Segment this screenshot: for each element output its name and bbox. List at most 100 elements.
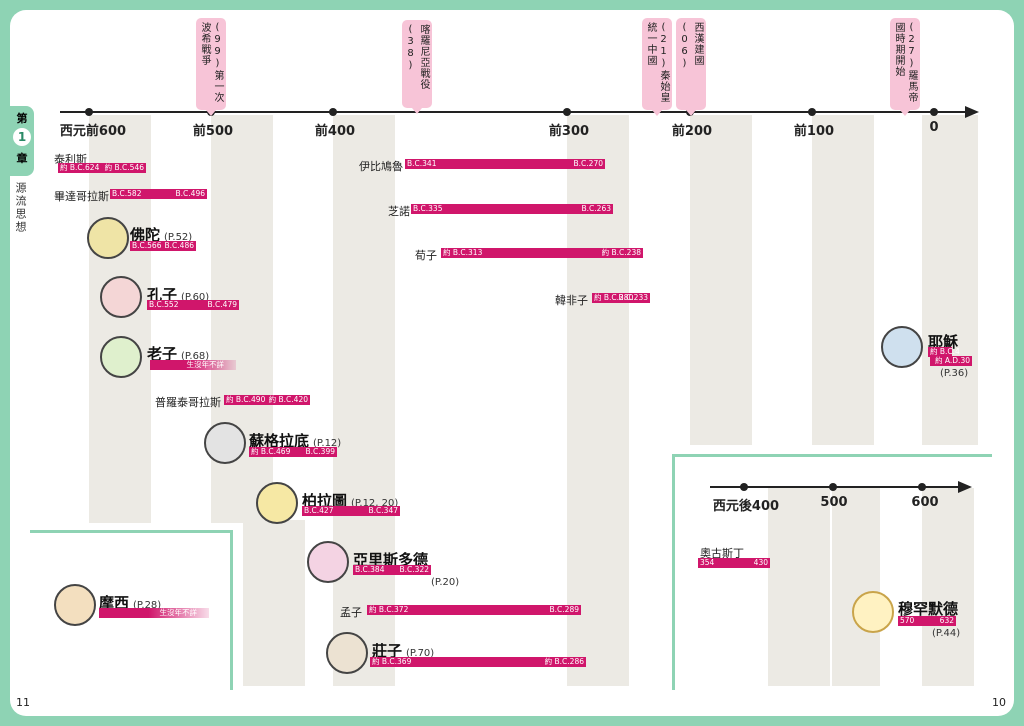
era-column	[768, 488, 830, 686]
person-name: 穆罕默德	[898, 600, 959, 618]
page-ref: (P.36)	[940, 368, 969, 379]
chapter-tab[interactable]: 第 1 章	[10, 106, 34, 176]
tick-label: 前300	[548, 124, 590, 139]
frame-line	[230, 530, 233, 690]
lifespan-bar: B.C.582 B.C.496	[110, 189, 207, 199]
avatar-buddha	[87, 217, 129, 259]
avatar-socrates	[204, 422, 246, 464]
timeline-arrow-icon	[965, 106, 979, 118]
era-column	[832, 488, 880, 686]
book-spread: 第 1 章 源流思想 西元前600 前500 前400 前300 前200 前1…	[10, 10, 1014, 716]
event-label: 羅馬帝國時期開始	[893, 22, 917, 103]
timeline-axis	[60, 111, 968, 113]
event-number: (06)	[679, 22, 690, 70]
avatar-laozi	[100, 336, 142, 378]
era-column	[812, 115, 874, 445]
bar-start: 約 B.C.369	[372, 657, 412, 666]
page-ref: (P.60)	[181, 292, 210, 303]
lifespan-bar: 約 B.C.624 約 B.C.546	[58, 163, 146, 173]
page-ref: (P.52)	[164, 232, 193, 243]
bar-end: B.C.289	[549, 605, 579, 614]
tick-dot	[329, 108, 337, 116]
tick-dot	[85, 108, 93, 116]
bar-start: 生沒年不詳	[186, 360, 225, 369]
bar-end: B.C.263	[581, 204, 611, 213]
event-tag: (27)羅馬帝國時期開始	[890, 18, 920, 116]
era-column	[690, 115, 752, 445]
bar-end: B.C.496	[175, 189, 205, 198]
person-name: 荀子	[415, 249, 437, 262]
bar-end: B.C.347	[368, 506, 398, 515]
avatar-confucius	[100, 276, 142, 318]
avatar-moses	[54, 584, 96, 626]
bar-start: 約 B.C.313	[443, 248, 483, 257]
page-ref: (P.44)	[932, 628, 961, 639]
person-name: 柏拉圖 (P.12, 20)	[302, 492, 399, 510]
lifespan-bar: 生沒年不詳	[99, 608, 209, 618]
bar-end: B.C.486	[164, 241, 194, 250]
tick-dot	[918, 483, 926, 491]
bar-start: B.C.582	[112, 189, 142, 198]
tick-dot	[563, 108, 571, 116]
page-ref: (P.12, 20)	[351, 498, 399, 509]
bar-end: 430	[753, 558, 768, 567]
avatar-zhuangzi	[326, 632, 368, 674]
event-number: (38)	[405, 24, 416, 72]
person-name: 老子 (P.68)	[147, 345, 210, 363]
lifespan-bar: B.C.335 B.C.263	[411, 204, 613, 214]
person-name: 莊子 (P.70)	[372, 642, 435, 660]
person-name: 摩西 (P.28)	[99, 594, 162, 612]
avatar-jesus	[881, 326, 923, 368]
person-name: 芝諾	[388, 205, 410, 218]
person-name: 伊比鳩魯	[359, 160, 403, 173]
bar-start: 約 B.C.490	[226, 395, 266, 404]
lifespan-bar: B.C.552 B.C.479	[147, 300, 239, 310]
bar-end: 約 B.C.238	[601, 248, 641, 257]
event-number: (21)	[658, 22, 669, 70]
bar-end: 約 A.D.30	[935, 356, 970, 365]
bar-start: 約 B.C.469	[251, 447, 291, 456]
tick-label: 前500	[192, 124, 234, 139]
tick-label: 前100	[793, 124, 835, 139]
chapter-title: 源流思想	[14, 182, 27, 234]
bar-start: B.C.566	[132, 241, 162, 250]
chapter-prefix: 第	[16, 112, 28, 125]
lifespan-bar: 約 B.C.280 B.C.233	[592, 293, 650, 303]
frame-line	[672, 454, 992, 457]
bar-start: B.C.384	[355, 565, 385, 574]
lifespan-bar: 約 A.D.30	[930, 356, 972, 366]
tick-dot	[740, 483, 748, 491]
avatar-plato	[256, 482, 298, 524]
lifespan-bar: 生沒年不詳	[150, 360, 236, 370]
lifespan-bar: 約 B.C.313 約 B.C.238	[441, 248, 643, 258]
person-name: 耶穌	[928, 333, 959, 351]
event-tag: 西漢建國(06)	[676, 18, 706, 116]
lifespan-bar: 570 632	[898, 616, 956, 626]
chapter-number-badge: 1	[13, 128, 31, 146]
bar-start: 570	[900, 616, 915, 625]
bar-end: 約 B.C.286	[544, 657, 584, 666]
tick-label: 600	[911, 495, 939, 510]
lifespan-bar: B.C.341 B.C.270	[405, 159, 605, 169]
event-number: (27)	[906, 22, 917, 70]
person-name: 奧古斯丁	[700, 547, 744, 560]
lifespan-bar: 約 B.C.372 B.C.289	[367, 605, 581, 615]
person-name: 孔子 (P.60)	[147, 286, 210, 304]
bar-end: B.C.479	[207, 300, 237, 309]
page-number-left: 11	[16, 696, 30, 709]
era-column	[567, 115, 629, 686]
event-number: (99)	[212, 22, 223, 70]
later-timeline-arrow-icon	[958, 481, 972, 493]
tick-label: 0	[929, 120, 939, 135]
era-column	[922, 488, 974, 686]
lifespan-bar: 約 B.C.4	[928, 347, 960, 357]
person-name: 畢達哥拉斯	[54, 190, 109, 203]
tick-dot	[930, 108, 938, 116]
lifespan-bar: 354 430	[698, 558, 770, 568]
era-column	[922, 115, 978, 445]
lifespan-bar: B.C.384 B.C.322	[353, 565, 431, 575]
event-tag: (21)秦始皇統一中國	[642, 18, 672, 116]
bar-start: B.C.427	[304, 506, 334, 515]
frame-line	[30, 530, 232, 533]
bar-start: 354	[700, 558, 715, 567]
